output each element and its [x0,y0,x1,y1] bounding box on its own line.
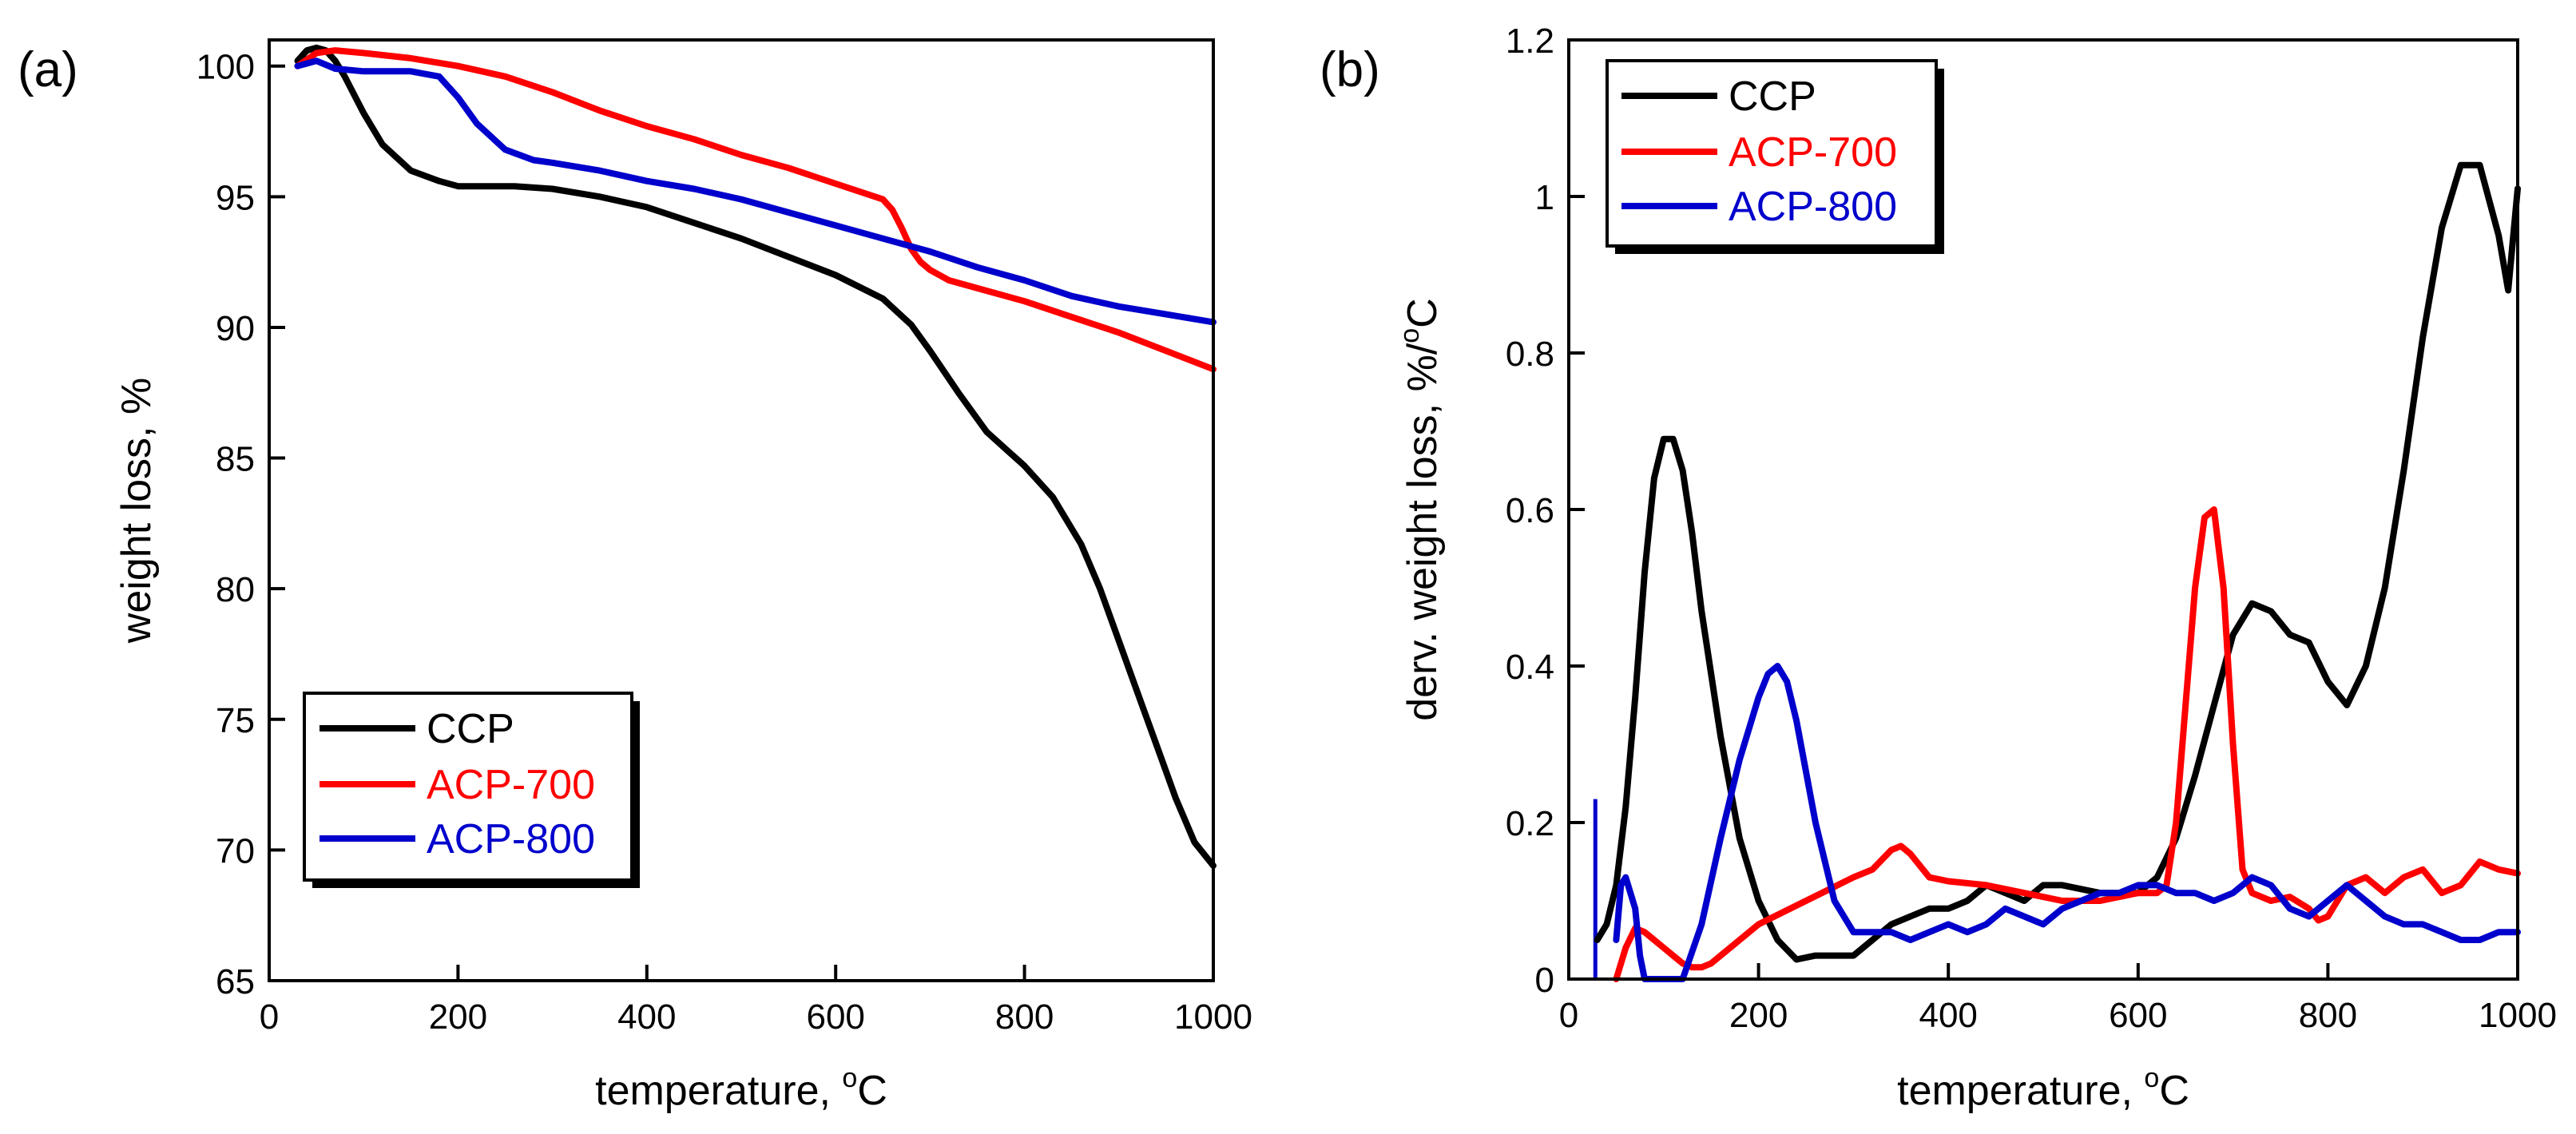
panel-a-x-tick-label: 800 [995,997,1054,1037]
panel-a-legend-label-ccp: CCP [427,706,514,752]
panel-b-y-tick-label: 0.4 [1506,648,1554,687]
panel-b-y-ticks: 0 0.2 0.4 0.6 0.8 1 1.2 [1506,22,1585,1000]
panel-a-y-tick-label: 70 [216,831,255,870]
panel-b-legend-label-acp700: ACP-700 [1729,129,1897,176]
panel-a-y-tick-label: 80 [216,570,255,609]
panel-b-legend-label-acp800: ACP-800 [1729,184,1897,230]
panel-a-series-layer [294,44,1217,869]
panel-b-y-tick-label: 0.2 [1506,804,1554,843]
panel-a-x-tick-label: 0 [260,997,279,1037]
panel-a-legend: CCP ACP-700 ACP-800 [303,692,640,888]
panel-b-x-tick-label: 400 [1919,996,1977,1035]
panel-a-y-ticks: 65 70 75 80 85 90 95 100 [196,48,285,1001]
panel-b-series-acp800-line [1613,663,2521,982]
panel-b-legend-label-ccp: CCP [1729,73,1816,120]
panel-b-y-tick-label: 0 [1535,961,1554,1000]
panel-a-x-axis-title: temperature, oC [595,1063,887,1114]
panel-b-legend: CCP ACP-700 ACP-800 [1606,59,1944,254]
panel-a-series-acp700-line [294,47,1217,373]
panel-b-x-ticks: 0 200 400 600 800 1000 [1559,963,2557,1035]
panel-b-y-tick-label: 1 [1535,178,1554,217]
panel-a-x-tick-label: 200 [429,997,487,1037]
panel-b-x-axis-title: temperature, oC [1897,1063,2189,1114]
panel-b-series-ccp-line [1594,161,2521,963]
panel-b-series-layer [1593,161,2521,982]
panel-a-legend-label-acp700: ACP-700 [427,762,595,808]
panel-b-x-tick-label: 1000 [2479,996,2557,1035]
panel-a-y-axis-title: weight loss, % [113,378,160,644]
panel-b-x-tick-label: 0 [1559,996,1578,1035]
panel-a-y-tick-label: 65 [216,962,255,1001]
panel-b-y-tick-label: 1.2 [1506,22,1554,61]
panel-b-y-axis-title: derv. weight loss, %/oC [1395,298,1446,721]
panel-b-label: (b) [1320,42,1380,97]
panel-a-y-tick-label: 100 [196,48,255,87]
panel-a-plot-frame [268,38,1215,982]
panel-b-y-tick-label: 0.8 [1506,335,1554,374]
panel-a-series-ccp-line [294,44,1217,869]
panel-a-series-acp800-line [294,57,1217,326]
panel-b-x-tick-label: 200 [1729,996,1788,1035]
panel-a-y-tick-label: 95 [216,178,255,217]
panel-b-series-acp700-line [1613,506,2521,982]
panel-a: (a) 0 200 400 600 800 1000 65707580859095100 … [18,38,1252,1114]
panel-a-x-tick-label: 600 [806,997,864,1037]
panel-a-x-ticks: 0 200 400 600 800 1000 [260,965,1252,1037]
panel-a-y-tick-label: 90 [216,309,255,348]
panel-a-legend-label-acp800: ACP-800 [427,816,595,862]
panel-a-x-tick-label: 1000 [1174,997,1252,1037]
panel-a-y-tick-label: 85 [216,440,255,479]
panel-b: (b) 0 200 400 600 800 1000 00.20.40.60.811.2 … [1320,22,2557,1114]
panel-a-label: (a) [18,42,78,97]
panel-a-y-tick-label: 75 [216,701,255,740]
panel-b-x-tick-label: 600 [2109,996,2167,1035]
panel-b-y-tick-label: 0.6 [1506,491,1554,530]
panel-a-x-tick-label: 400 [617,997,676,1037]
panel-b-x-tick-label: 800 [2299,996,2357,1035]
